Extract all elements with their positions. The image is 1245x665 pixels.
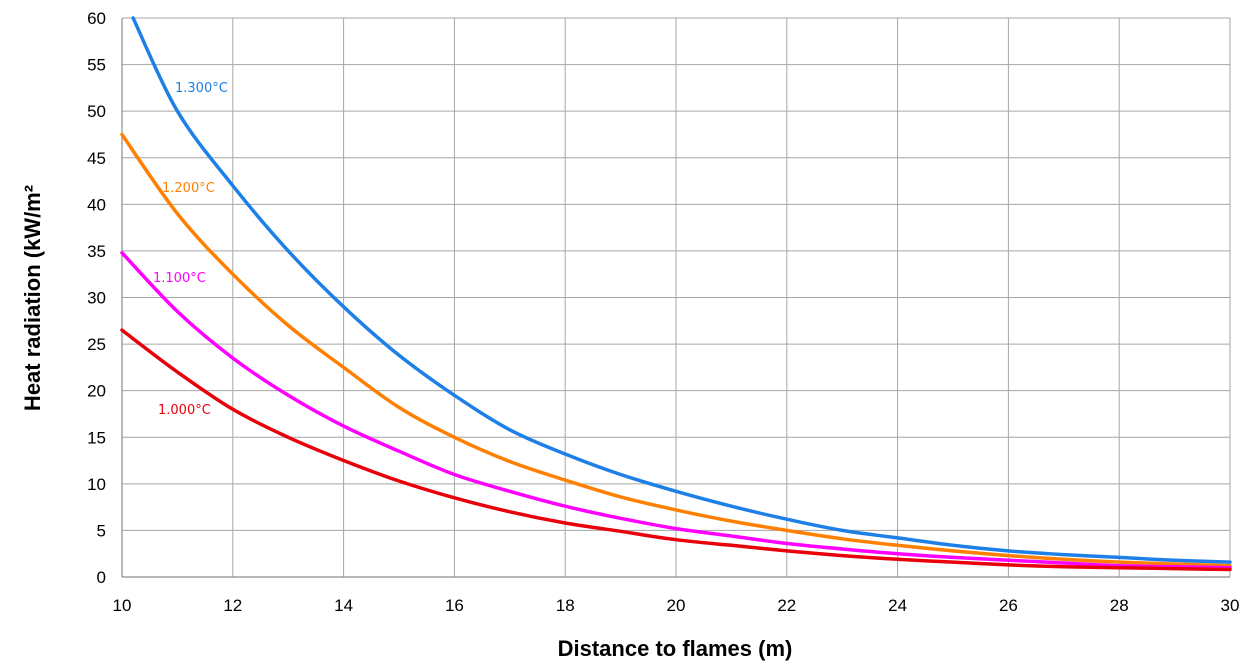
x-tick-label: 16 — [445, 596, 464, 615]
x-tick-label: 30 — [1221, 596, 1240, 615]
series-label-3: 1.100°C — [153, 271, 206, 286]
y-tick-label: 10 — [87, 475, 106, 494]
series-line-3 — [120, 251, 1232, 570]
x-tick-label: 26 — [999, 596, 1018, 615]
series-lines — [120, 16, 1232, 572]
series-label-4: 1.000°C — [158, 403, 211, 418]
y-tick-label: 30 — [87, 289, 106, 308]
y-tick-label: 15 — [87, 428, 106, 447]
y-tick-label: 50 — [87, 102, 106, 121]
series-line-1 — [131, 16, 1232, 564]
series-line-4 — [120, 328, 1232, 572]
y-tick-label: 40 — [87, 195, 106, 214]
x-tick-label: 22 — [777, 596, 796, 615]
series-label-1: 1.300°C — [175, 81, 228, 96]
y-tick-label: 5 — [97, 521, 106, 540]
y-tick-label: 35 — [87, 242, 106, 261]
y-axis-title: Heat radiation (kW/m² — [20, 185, 45, 411]
x-axis-title: Distance to flames (m) — [558, 636, 793, 661]
grid — [121, 17, 1231, 578]
series-line-2 — [120, 132, 1232, 568]
x-tick-label: 18 — [556, 596, 575, 615]
y-tick-label: 0 — [97, 568, 106, 587]
y-tick-label: 55 — [87, 56, 106, 75]
y-tick-labels: 0 5 10 15 20 25 30 35 40 45 50 55 60 — [87, 9, 106, 587]
y-tick-label: 60 — [87, 9, 106, 28]
x-tick-label: 14 — [334, 596, 353, 615]
x-tick-label: 28 — [1110, 596, 1129, 615]
y-tick-label: 25 — [87, 335, 106, 354]
y-tick-label: 45 — [87, 149, 106, 168]
x-tick-label: 20 — [667, 596, 686, 615]
series-label-2: 1.200°C — [162, 181, 215, 196]
x-tick-label: 12 — [223, 596, 242, 615]
x-tick-labels: 10 12 14 16 18 20 22 24 26 28 30 — [113, 596, 1240, 615]
x-tick-label: 10 — [113, 596, 132, 615]
series-labels: 1.300°C 1.200°C 1.100°C 1.000°C — [153, 81, 228, 418]
x-tick-label: 24 — [888, 596, 907, 615]
y-tick-label: 20 — [87, 382, 106, 401]
